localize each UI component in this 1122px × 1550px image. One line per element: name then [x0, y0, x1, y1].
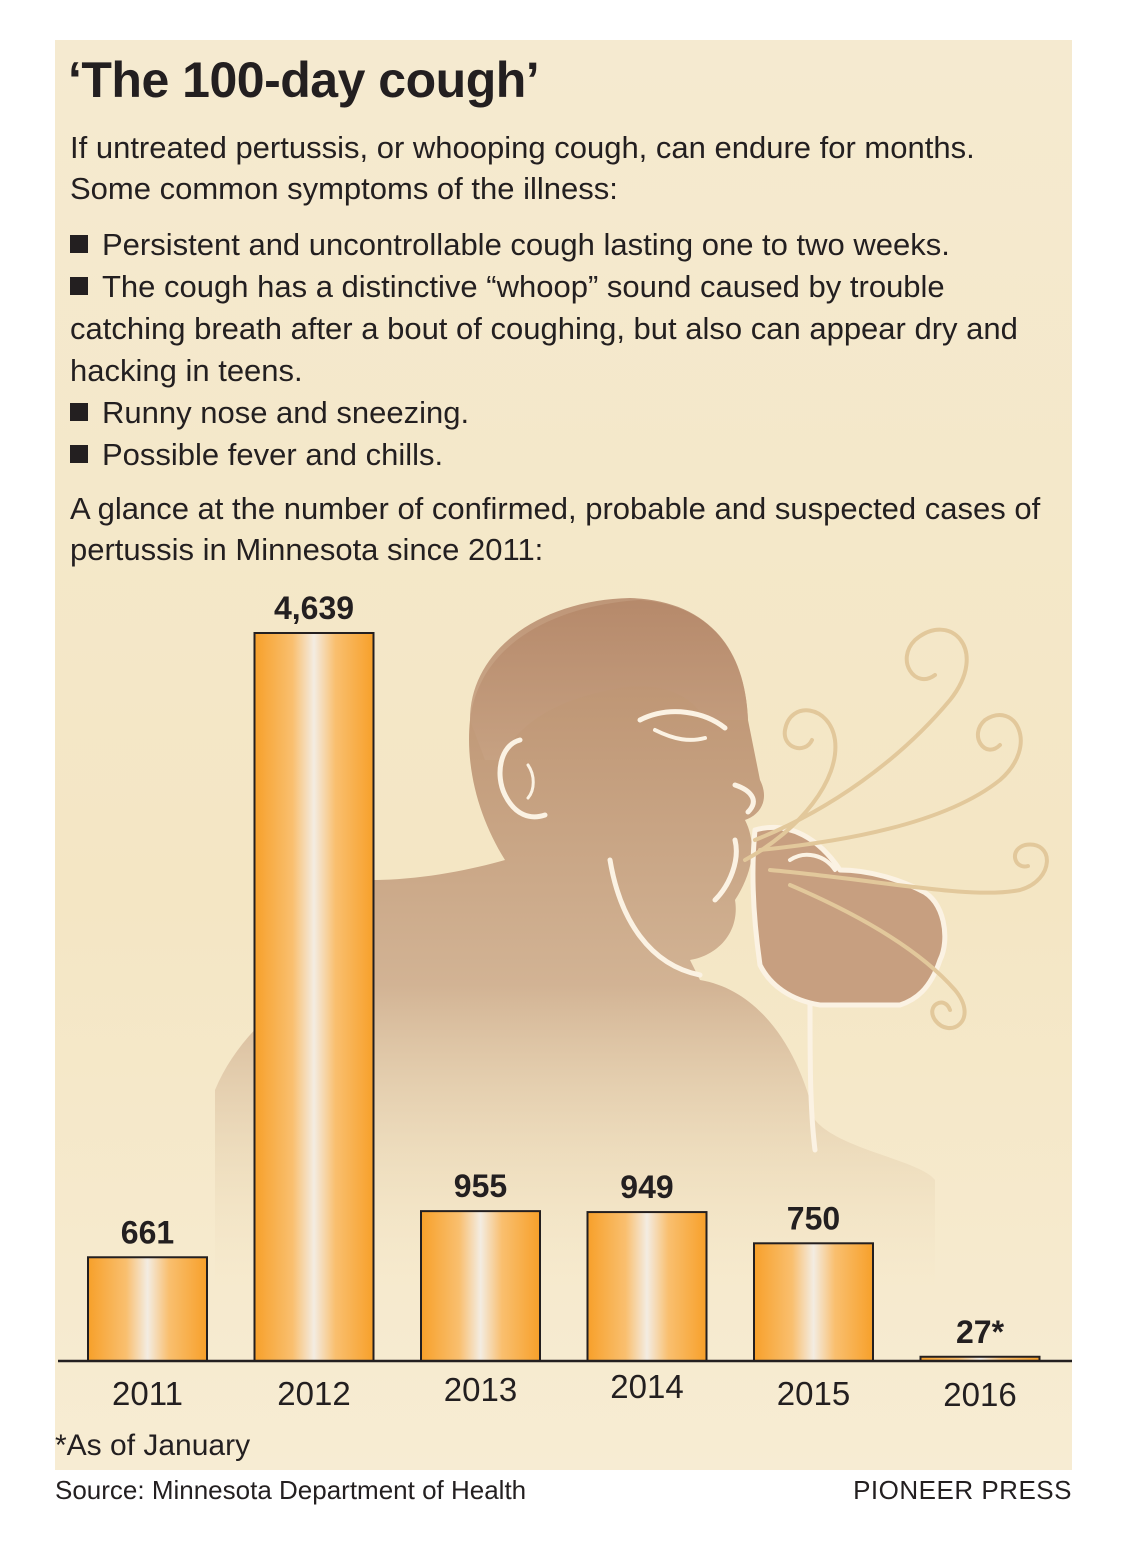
- bar-2012: [253, 632, 375, 1362]
- bar-value-label: 750: [787, 1200, 840, 1236]
- cough-swirl-icon: [743, 627, 1049, 1031]
- x-tick-label: 2012: [277, 1375, 350, 1412]
- bar-value-label: 27*: [956, 1314, 1005, 1350]
- list-item: Runny nose and sneezing.: [70, 392, 1065, 434]
- square-bullet-icon: [70, 235, 88, 253]
- x-tick-label: 2016: [943, 1376, 1016, 1413]
- bar-value-label: 955: [454, 1168, 507, 1204]
- list-item: Persistent and uncontrollable cough last…: [70, 224, 1065, 266]
- symptom-list: Persistent and uncontrollable cough last…: [70, 224, 1065, 476]
- x-tick-label: 2014: [610, 1368, 683, 1405]
- bar-2011: [87, 1256, 208, 1363]
- square-bullet-icon: [70, 277, 88, 295]
- bar-value-label: 4,639: [274, 590, 354, 626]
- square-bullet-icon: [70, 445, 88, 463]
- publisher-credit: PIONEER PRESS: [853, 1475, 1072, 1505]
- source-line: Source: Minnesota Department of Health: [55, 1475, 527, 1505]
- chart-intro-text: A glance at the number of confirmed, pro…: [70, 491, 1041, 567]
- bar-2014: [586, 1211, 708, 1363]
- intro-text: If untreated pertussis, or whooping coug…: [70, 130, 975, 206]
- x-axis-tick-labels: 2011 2012 2013 2014 2015 2016: [112, 1368, 1017, 1413]
- square-bullet-icon: [70, 403, 88, 421]
- bar-series: [87, 632, 1041, 1363]
- bar-value-label: 949: [620, 1169, 673, 1205]
- page-title: ‘The 100-day cough’: [68, 52, 540, 108]
- list-item: The cough has a distinctive “whoop” soun…: [70, 269, 1018, 388]
- list-item: Possible fever and chills.: [70, 434, 1065, 476]
- footnote: *As of January: [55, 1429, 251, 1462]
- bar-2013: [420, 1210, 541, 1362]
- x-tick-label: 2011: [112, 1375, 183, 1412]
- x-tick-label: 2013: [444, 1371, 517, 1408]
- x-tick-label: 2015: [777, 1375, 850, 1412]
- value-labels: 661 4,639 955 949 750 27*: [121, 590, 1005, 1350]
- bar-2015: [753, 1242, 874, 1363]
- bar-value-label: 661: [121, 1214, 174, 1250]
